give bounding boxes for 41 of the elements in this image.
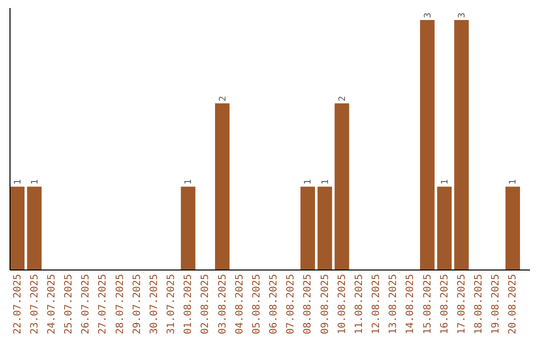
x-tick-label: 27.07.2025 (98, 274, 109, 334)
x-tick-label: 30.07.2025 (148, 274, 160, 334)
x-tick-label: 28.07.2025 (114, 274, 126, 334)
x-tick-label: 08.08.2025 (302, 274, 314, 334)
x-tick-label: 24.07.2025 (46, 274, 58, 334)
data-label: 1 (184, 179, 194, 185)
x-tick-label: 26.07.2025 (80, 274, 92, 334)
x-tick-label: 10.08.2025 (336, 274, 348, 334)
x-tick-label: 17.08.2025 (456, 274, 468, 334)
x-tick-label: 12.08.2025 (371, 274, 382, 334)
x-tick-label: 01.08.2025 (183, 274, 194, 334)
x-tick-label: 23.07.2025 (29, 274, 40, 334)
x-tick-label: 31.07.2025 (166, 274, 178, 334)
x-tick-label: 20.08.2025 (508, 274, 519, 334)
x-tick-label: 11.08.2025 (354, 274, 365, 334)
x-tick-label: 02.08.2025 (200, 274, 212, 334)
data-label: 1 (304, 179, 314, 185)
x-tick-label: 16.08.2025 (439, 274, 450, 334)
x-tick-label: 29.07.2025 (132, 274, 143, 334)
x-tick-label: 03.08.2025 (217, 274, 228, 334)
data-label: 1 (440, 179, 450, 185)
data-label: 1 (13, 179, 24, 185)
data-label: 2 (338, 96, 348, 102)
data-label: 3 (423, 12, 434, 18)
x-tick-label: 15.08.2025 (422, 274, 434, 334)
x-tick-label: 25.07.2025 (64, 274, 75, 334)
data-label: 3 (457, 12, 468, 18)
x-tick-label: 14.08.2025 (405, 274, 416, 334)
data-label: 1 (30, 179, 40, 185)
x-tick-label: 22.07.2025 (12, 274, 24, 334)
data-label: 1 (320, 179, 331, 185)
x-tick-label: 18.08.2025 (474, 274, 485, 334)
x-tick-label: 19.08.2025 (490, 274, 502, 334)
x-tick-label: 05.08.2025 (251, 274, 262, 334)
x-tick-label: 09.08.2025 (320, 274, 331, 334)
data-label: 2 (218, 96, 228, 102)
x-tick-label: 06.08.2025 (268, 274, 280, 334)
x-tick-label: 13.08.2025 (388, 274, 400, 334)
x-tick-label: 04.08.2025 (234, 274, 246, 334)
x-tick-label: 07.08.2025 (286, 274, 297, 334)
data-label: 1 (508, 179, 519, 185)
